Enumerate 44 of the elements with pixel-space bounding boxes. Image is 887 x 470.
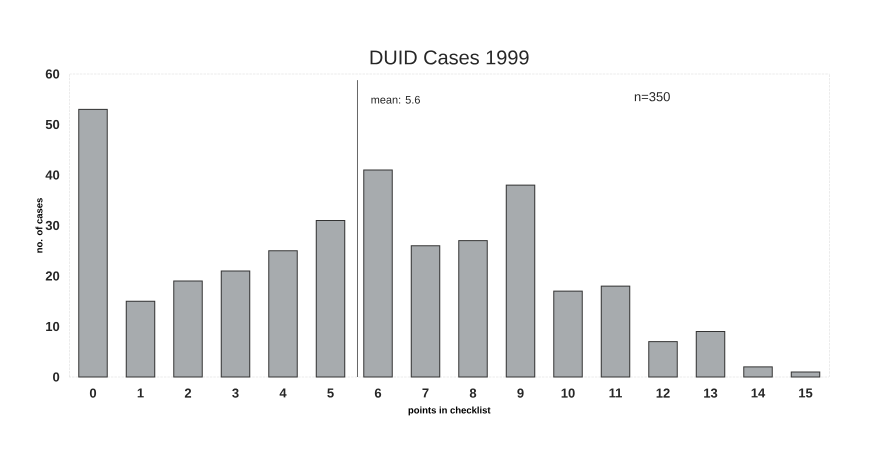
bar <box>600 286 630 378</box>
chart-title: DUID Cases 1999 <box>370 50 529 64</box>
bar <box>78 108 108 378</box>
x-tick-label: 11 <box>609 388 622 398</box>
bar <box>126 300 156 378</box>
x-tick-label: 15 <box>799 388 812 398</box>
bar <box>743 366 773 378</box>
bar <box>506 184 536 378</box>
x-tick-label: 13 <box>704 388 718 398</box>
y-tick-label: 0 <box>53 372 60 382</box>
y-axis-title: no. of cases <box>36 198 42 253</box>
x-tick-label: 3 <box>232 388 239 398</box>
x-tick-label: 0 <box>90 388 96 398</box>
bar <box>410 245 440 378</box>
bar <box>553 290 583 378</box>
x-tick-label: 1 <box>138 388 144 398</box>
y-tick-label: 10 <box>46 322 60 332</box>
x-tick-label: 14 <box>752 388 766 398</box>
bar <box>648 341 678 378</box>
x-tick-label: 8 <box>470 388 476 398</box>
bar <box>220 270 250 378</box>
bar <box>173 280 203 378</box>
bar <box>363 169 393 378</box>
x-tick-label: 5 <box>327 388 334 398</box>
x-tick-label: 12 <box>656 388 670 398</box>
y-tick-label: 60 <box>46 69 60 79</box>
y-tick-label: 30 <box>46 220 60 230</box>
bar <box>790 371 820 378</box>
y-tick-label: 50 <box>46 120 60 130</box>
annotation: mean: 5.6 <box>371 96 420 104</box>
x-tick-label: 7 <box>422 388 429 398</box>
bar <box>268 250 298 378</box>
x-tick-label: 9 <box>517 388 524 398</box>
x-tick-label: 6 <box>374 388 382 398</box>
x-tick-label: 10 <box>562 388 575 398</box>
annotation: n=350 <box>634 92 670 102</box>
bar <box>458 240 488 378</box>
y-tick-label: 20 <box>46 271 60 281</box>
x-tick-label: 4 <box>280 388 287 398</box>
bar <box>316 220 346 378</box>
x-tick-label: 2 <box>184 388 192 398</box>
x-axis-title: points in checklist <box>408 406 490 416</box>
bar <box>696 331 726 378</box>
y-tick-label: 40 <box>46 170 60 180</box>
